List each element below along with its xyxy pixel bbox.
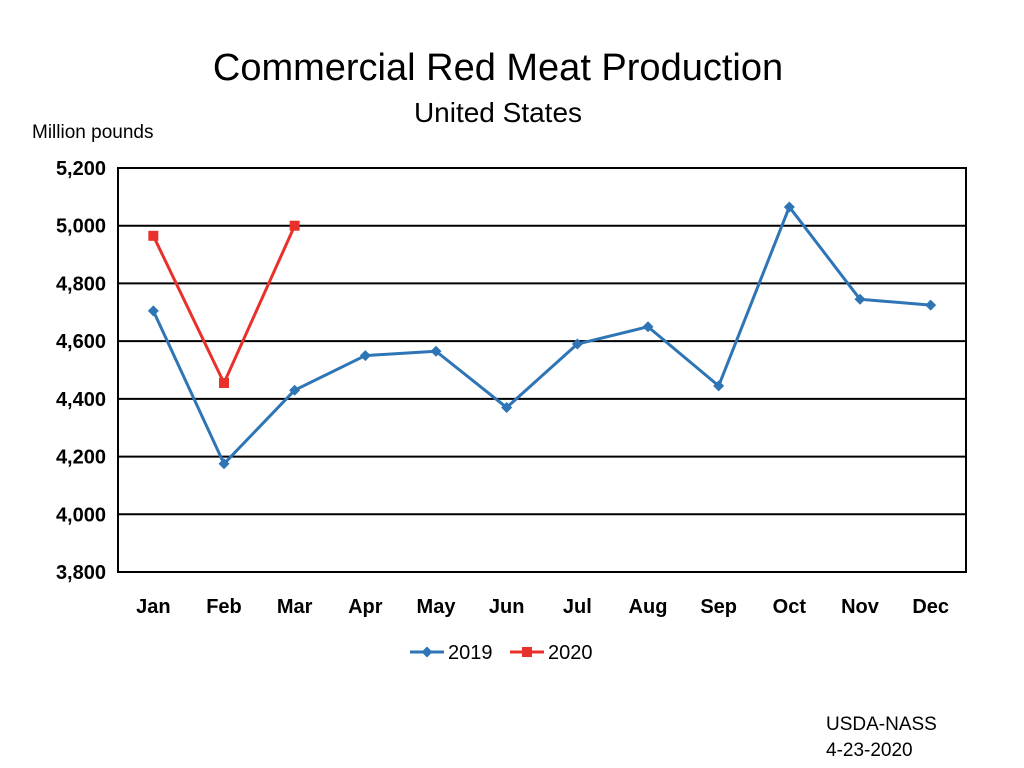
- x-tick-label: Oct: [773, 596, 807, 618]
- chart-subtitle: United States: [414, 97, 582, 128]
- data-point-2020: [219, 377, 229, 388]
- x-tick-label: Sep: [700, 596, 737, 618]
- y-tick-label: 3,800: [56, 562, 106, 584]
- legend: 2019 2020: [410, 642, 593, 664]
- y-tick-label: 4,600: [56, 331, 106, 353]
- data-point-2019: [501, 402, 513, 414]
- data-point-2019: [713, 380, 725, 392]
- series-group: [147, 201, 937, 470]
- x-tick-label: Aug: [629, 596, 668, 618]
- legend-marker: [522, 647, 532, 657]
- data-point-2019: [854, 293, 866, 305]
- y-tick-label: 4,000: [56, 504, 106, 526]
- series-line-2019: [151, 205, 931, 466]
- chart-title: Commercial Red Meat Production: [213, 47, 783, 89]
- plot-area-frame: [117, 167, 967, 573]
- data-point-2019: [642, 321, 654, 333]
- data-point-2019: [147, 305, 159, 317]
- data-point-2019: [571, 338, 583, 350]
- data-point-2020: [148, 230, 159, 241]
- y-tick-label: 4,400: [56, 389, 106, 411]
- y-tick-label: 5,200: [56, 158, 106, 180]
- legend-label: 2020: [548, 642, 593, 664]
- x-tick-label: Feb: [206, 596, 242, 618]
- legend-marker: [421, 646, 433, 658]
- y-axis-label: Million pounds: [32, 122, 153, 143]
- series-2020: [148, 220, 300, 388]
- source-label: USDA-NASS: [826, 714, 937, 735]
- legend-item-2020: 2020: [510, 642, 593, 664]
- x-tick-label: Dec: [912, 596, 949, 618]
- data-point-2019: [289, 384, 301, 396]
- y-tick-label: 5,000: [56, 216, 106, 238]
- data-point-2019: [430, 345, 442, 357]
- x-tick-labels: Jan Feb Mar Apr May Jun Jul Aug Sep Oct Nov Dec: [136, 596, 949, 618]
- data-point-2019: [359, 350, 371, 362]
- gridlines: [118, 167, 966, 573]
- y-tick-label: 4,800: [56, 273, 106, 295]
- x-tick-label: Apr: [348, 596, 383, 618]
- data-point-2019: [783, 201, 795, 213]
- data-point-2019: [218, 458, 230, 470]
- x-tick-label: Jul: [563, 596, 592, 618]
- y-tick-labels: 3,800 4,000 4,200 4,400 4,600 4,800 5,000 5,200: [56, 158, 106, 584]
- x-tick-label: Jun: [489, 596, 525, 618]
- series-2019: [147, 201, 937, 470]
- legend-item-2019: 2019: [410, 642, 493, 664]
- x-tick-label: Mar: [277, 596, 313, 618]
- date-label: 4-23-2020: [826, 740, 913, 761]
- data-point-2020: [289, 220, 300, 231]
- x-tick-label: Nov: [841, 596, 880, 618]
- data-point-2019: [925, 299, 937, 311]
- legend-label: 2019: [448, 642, 493, 664]
- x-tick-label: Jan: [136, 596, 170, 618]
- y-tick-label: 4,200: [56, 447, 106, 469]
- x-tick-label: May: [417, 596, 457, 618]
